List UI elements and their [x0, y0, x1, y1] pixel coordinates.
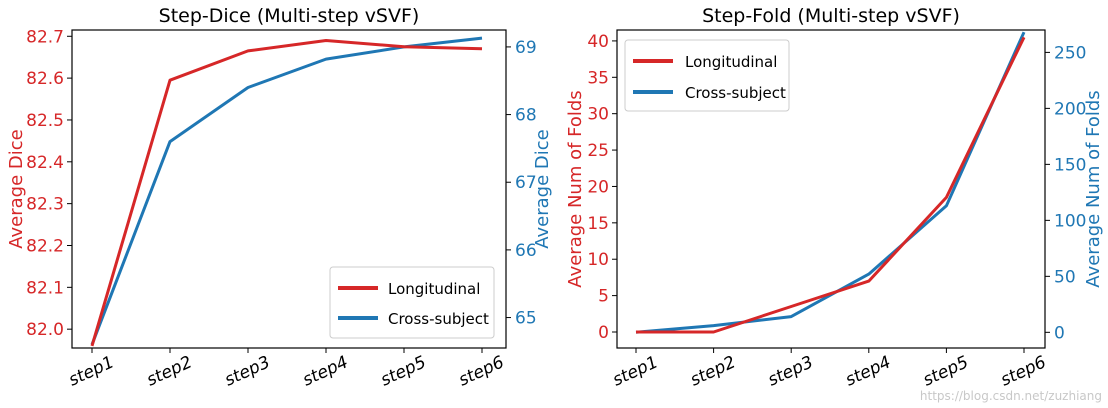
plot-frame — [616, 29, 1046, 349]
y-tick-label-right: 50 — [1054, 267, 1076, 287]
y-tick-label-left: 20 — [587, 177, 609, 197]
legend-label-cross-subject: Cross-subject — [685, 84, 786, 102]
chart-panel-step-fold: Step-Fold (Multi-step vSVF) Average Num … — [565, 5, 1104, 391]
y-axis-label-right: Average Num of Folds — [1083, 90, 1104, 287]
x-tick-label: step3 — [765, 352, 817, 390]
y-tick-label-left: 30 — [587, 105, 609, 125]
y-tick-label-right: 150 — [1054, 155, 1086, 175]
y-tick-label-right: 65 — [515, 309, 537, 329]
y-tick-label-right: 66 — [515, 241, 537, 261]
y-tick-label-left: 82.0 — [26, 320, 64, 340]
y-tick-label-left: 82.2 — [26, 236, 64, 256]
legend: Longitudinal Cross-subject — [329, 266, 495, 339]
y-tick-label-left: 82.1 — [26, 278, 64, 298]
x-tick-label: step1 — [66, 352, 118, 390]
series-line-cross-subject — [90, 36, 483, 346]
chart-panel-step-dice: Step-Dice (Multi-step vSVF) Average Dice… — [6, 5, 553, 391]
y-tick-label-left: 82.3 — [26, 195, 64, 215]
y-tick-label-right: 68 — [515, 106, 537, 126]
x-tick-label: step4 — [300, 352, 352, 390]
chart-title: Step-Fold (Multi-step vSVF) — [702, 5, 960, 27]
legend-box — [329, 266, 495, 339]
x-tick-label: step1 — [610, 352, 662, 390]
x-tick-label: step2 — [687, 352, 739, 390]
legend-label-cross-subject: Cross-subject — [388, 310, 489, 328]
x-tick-label: step2 — [144, 352, 196, 390]
x-tick-label: step6 — [998, 352, 1050, 390]
plot-frame — [71, 29, 507, 349]
y-tick-label-right: 69 — [515, 38, 537, 58]
chart-title: Step-Dice (Multi-step vSVF) — [159, 5, 420, 27]
x-tick-label: step5 — [378, 352, 430, 390]
x-tick-label: step5 — [920, 352, 972, 390]
y-tick-label-left: 82.5 — [26, 111, 64, 131]
y-axis-label-left: Average Dice — [6, 129, 27, 248]
y-tick-label-left: 10 — [587, 250, 609, 270]
x-tick-label: step3 — [222, 352, 274, 390]
y-tick-label-left: 82.7 — [26, 27, 64, 47]
y-tick-label-left: 0 — [598, 323, 609, 343]
y-tick-label-right: 100 — [1054, 211, 1086, 231]
y-tick-label-right: 0 — [1054, 323, 1065, 343]
y-tick-label-left: 15 — [587, 214, 609, 234]
y-tick-label-right: 250 — [1054, 43, 1086, 63]
series-line-longitudinal — [636, 36, 1026, 334]
y-tick-label-right: 67 — [515, 173, 537, 193]
legend-label-longitudinal: Longitudinal — [388, 280, 480, 298]
series-line-longitudinal — [90, 39, 483, 347]
y-axis-label-left: Average Num of Folds — [565, 90, 586, 287]
legend: Longitudinal Cross-subject — [624, 39, 790, 112]
x-tick-label: step4 — [842, 352, 894, 390]
legend-label-longitudinal: Longitudinal — [685, 53, 777, 71]
watermark-text: https://blog.csdn.net/zuzhiang — [920, 389, 1102, 403]
y-tick-label-left: 5 — [598, 287, 609, 307]
y-axis-label-right: Average Dice — [532, 129, 553, 248]
y-tick-label-left: 40 — [587, 32, 609, 52]
y-tick-label-left: 82.4 — [26, 153, 64, 173]
y-tick-label-right: 200 — [1054, 99, 1086, 119]
x-tick-label: step6 — [456, 352, 508, 390]
y-tick-label-left: 82.6 — [26, 69, 64, 89]
y-tick-label-left: 25 — [587, 141, 609, 161]
y-tick-label-left: 35 — [587, 68, 609, 88]
